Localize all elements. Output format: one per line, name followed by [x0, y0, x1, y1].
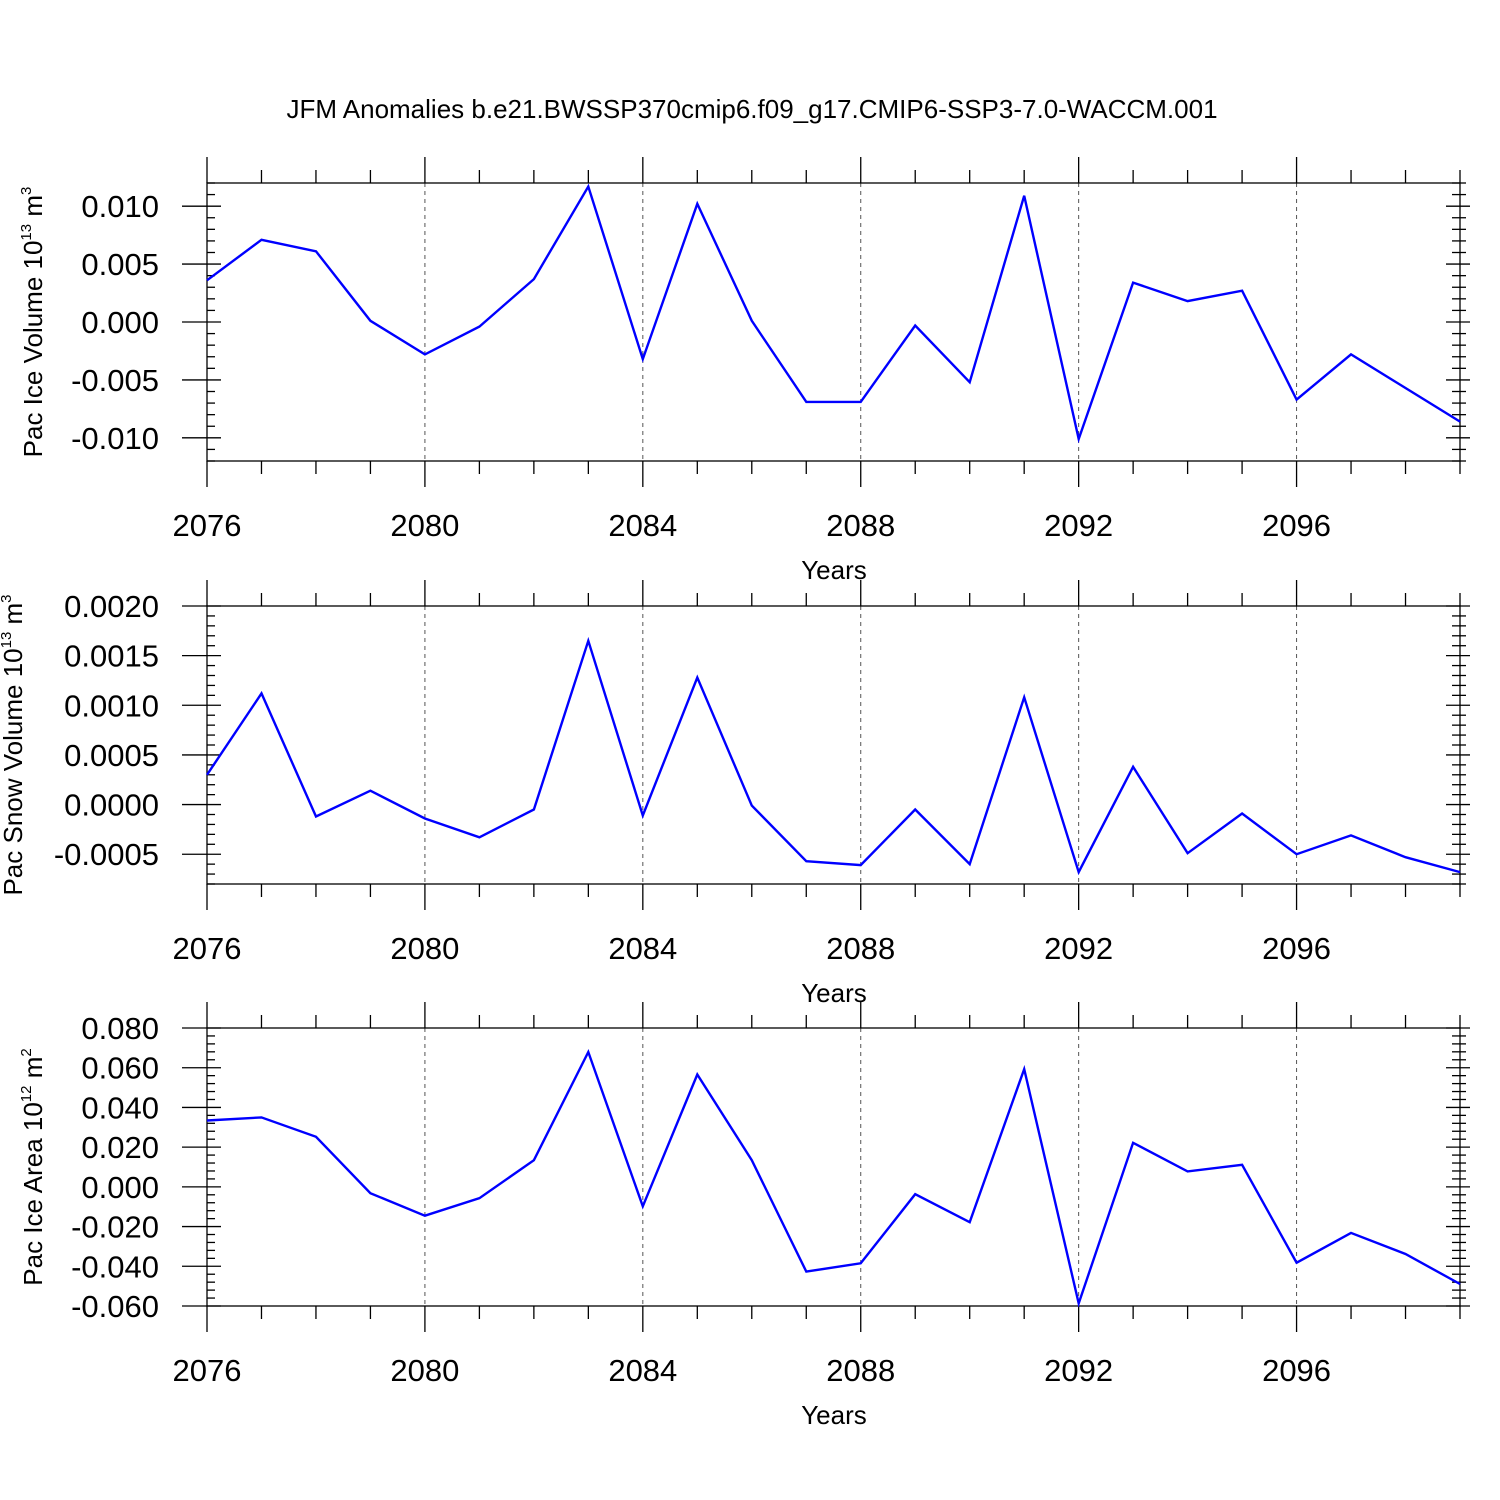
panel-2: 2076 2080 2084 2088 2092 2096 -0.0005 0.0000 0.0… [0, 580, 1470, 1008]
x-tick-label: 2096 [1262, 931, 1331, 966]
y-tick-label: 0.0010 [64, 688, 159, 723]
y-tick-label: -0.020 [71, 1210, 159, 1245]
y-axis-label: Pac Ice Volume 1013 m3 [18, 187, 48, 458]
x-tick-label: 2088 [826, 508, 895, 543]
y-tick-label: 0.0005 [64, 738, 159, 773]
x-axis-label: Years [801, 555, 867, 585]
series-line [206, 1048, 1461, 1308]
y-tick-label: 0.080 [81, 1011, 159, 1046]
panel-3: 2076 2080 2084 2088 2092 2096 -0.060 -0.040 -0.0… [18, 1002, 1470, 1430]
y-tick-label: 0.020 [81, 1130, 159, 1165]
x-tick-label: 2096 [1262, 1353, 1331, 1388]
y-tick-label: 0.0020 [64, 589, 159, 624]
y-tick-label: -0.0005 [54, 837, 159, 872]
panels: 2076 2080 2084 2088 2092 2096 -0.010 -0.005 0.00… [0, 157, 1470, 1430]
x-tick-label: 2088 [826, 931, 895, 966]
y-tick-label: -0.040 [71, 1249, 159, 1284]
plot-frame [206, 1027, 1461, 1307]
series-line [206, 183, 1461, 444]
panel-1: 2076 2080 2084 2088 2092 2096 -0.010 -0.005 0.00… [18, 157, 1470, 585]
y-tick-label: 0.000 [81, 1170, 159, 1205]
y-tick-label: 0.040 [81, 1090, 159, 1125]
y-tick-label: -0.010 [71, 421, 159, 456]
x-tick-label: 2084 [608, 508, 677, 543]
y-tick-label: -0.060 [71, 1289, 159, 1324]
x-tick-label: 2080 [390, 931, 459, 966]
series-line [206, 636, 1461, 876]
x-tick-label: 2092 [1044, 508, 1113, 543]
x-tick-label: 2088 [826, 1353, 895, 1388]
y-axis-label: Pac Ice Area 1012 m2 [18, 1048, 48, 1285]
y-tick-label: 0.0000 [64, 788, 159, 823]
y-tick-label: 0.0015 [64, 639, 159, 674]
y-tick-label: 0.060 [81, 1051, 159, 1086]
x-axis-label: Years [801, 1400, 867, 1430]
x-tick-label: 2092 [1044, 1353, 1113, 1388]
plot-frame [206, 182, 1461, 462]
plot-frame [206, 605, 1461, 885]
y-tick-label: 0.000 [81, 305, 159, 340]
x-tick-label: 2080 [390, 508, 459, 543]
y-tick-label: -0.005 [71, 363, 159, 398]
x-tick-label: 2080 [390, 1353, 459, 1388]
y-tick-label: 0.010 [81, 189, 159, 224]
x-tick-label: 2084 [608, 1353, 677, 1388]
x-tick-label: 2076 [173, 1353, 242, 1388]
x-axis-label: Years [801, 978, 867, 1008]
x-tick-label: 2076 [173, 931, 242, 966]
y-axis-label: Pac Snow Volume 1013 m3 [0, 594, 28, 895]
y-tick-label: 0.005 [81, 247, 159, 282]
x-tick-label: 2092 [1044, 931, 1113, 966]
x-tick-label: 2096 [1262, 508, 1331, 543]
chart-title: JFM Anomalies b.e21.BWSSP370cmip6.f09_g1… [286, 94, 1217, 124]
x-tick-label: 2076 [173, 508, 242, 543]
x-tick-label: 2084 [608, 931, 677, 966]
